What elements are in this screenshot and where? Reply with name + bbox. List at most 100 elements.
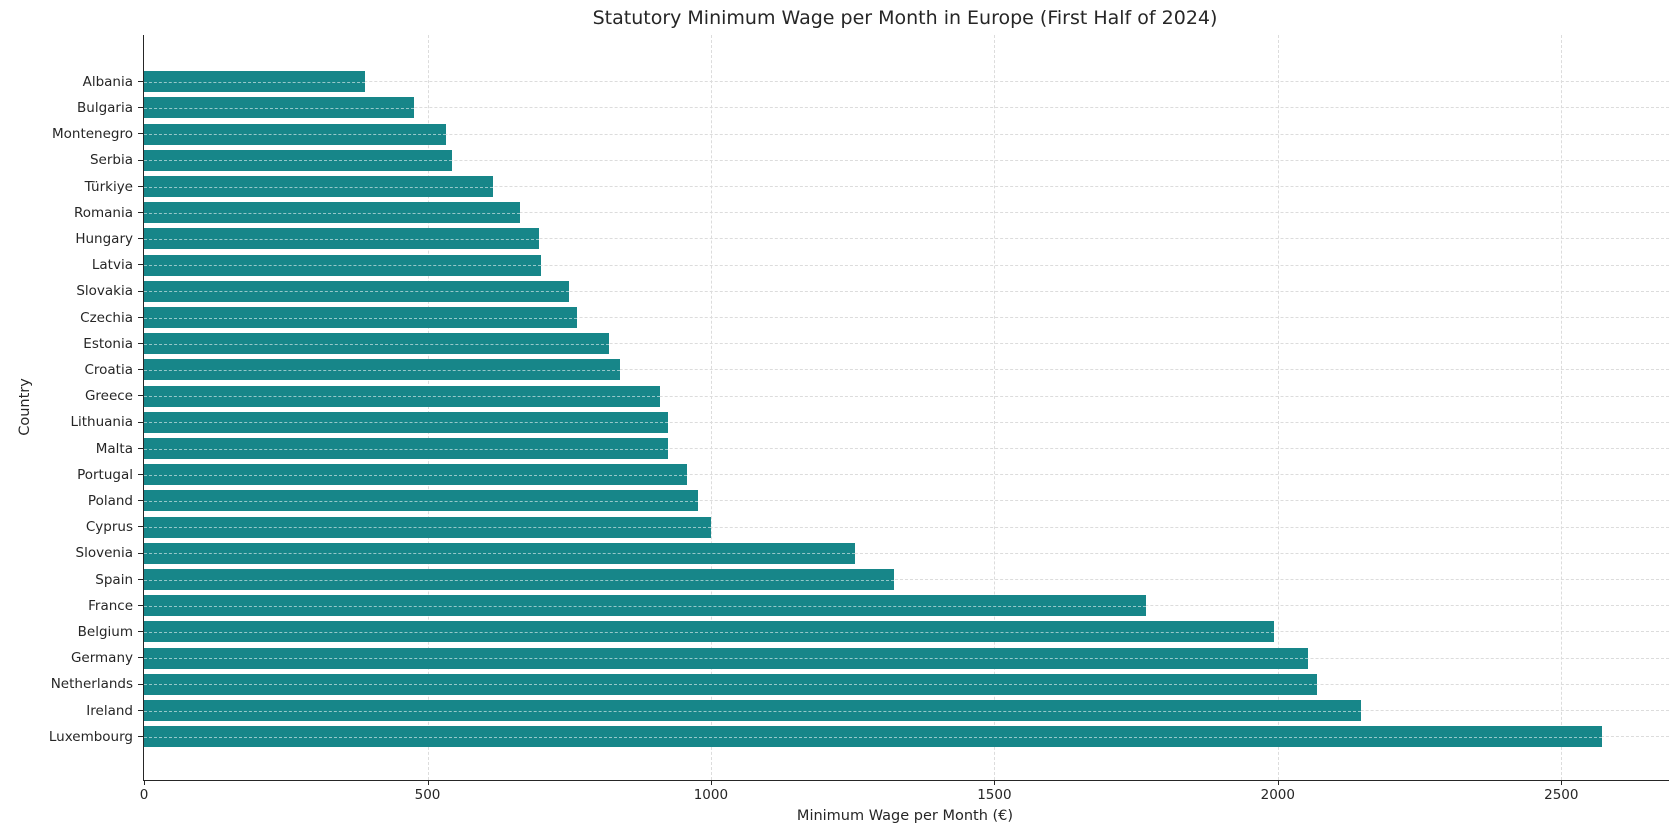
y-tick-mark [138,447,144,449]
horizontal-gridline [144,552,1669,554]
horizontal-gridline [144,186,1669,187]
plot-area: 0 500 1000 1500 2000 2500 [138,35,1669,803]
y-tick-mark [138,631,144,633]
horizontal-gridline [144,264,1669,266]
y-tick-label: Spain [95,571,133,588]
y-tick-label: Slovenia [75,545,133,562]
horizontal-gridline [144,579,1669,580]
y-tick-label: Luxembourg [48,728,133,745]
y-tick-mark [138,133,144,135]
bar [144,700,1361,721]
y-tick-mark [138,212,144,213]
y-tick-label: Cyprus [85,519,133,536]
y-tick-label: Albania [82,73,133,90]
y-tick-mark [138,552,144,554]
y-tick-labels: Albania Bulgaria Montenegro Serbia Türkiye Ro… [0,35,133,780]
vertical-gridline [710,35,712,780]
vertical-gridline [994,35,996,780]
bar [144,202,520,224]
y-tick-mark [138,736,144,737]
x-tick-label: 0 [139,787,149,803]
bar [144,97,415,119]
y-tick-label: Romania [73,204,133,221]
y-tick-mark [138,605,144,606]
x-tick-label: 1500 [977,787,1012,803]
y-tick-mark [138,290,144,292]
bar [144,176,493,197]
bar [144,333,609,355]
x-tick-mark [144,780,145,785]
y-tick-mark [138,107,144,109]
y-tick-mark [138,474,144,475]
y-tick-mark [138,395,144,397]
horizontal-gridline [144,395,1669,397]
bar [144,71,366,93]
y-tick-mark [138,657,144,659]
x-tick-mark [710,780,712,785]
y-tick-label: Lithuania [70,414,133,431]
y-tick-label: Montenegro [51,126,133,143]
bar [144,411,668,433]
bar [144,228,540,250]
horizontal-gridline [144,421,1669,423]
bar [144,149,453,171]
bar [144,280,570,302]
horizontal-gridline [144,290,1669,292]
bar [144,569,894,590]
x-tick-label: 2000 [1260,787,1295,803]
bar [144,621,1275,643]
x-tick-mark [1561,780,1563,785]
horizontal-gridline [144,238,1669,240]
bar [144,516,711,538]
y-tick-label: Belgium [77,623,133,640]
bar [144,673,1317,695]
y-tick-label: Malta [95,440,133,457]
y-tick-mark [138,683,144,685]
y-tick-mark [138,369,144,371]
y-tick-label: Poland [87,492,133,509]
bar [144,726,1602,748]
y-tick-label: Ireland [86,702,133,719]
y-tick-mark [138,526,144,528]
horizontal-gridline [144,317,1669,318]
x-tick-mark [994,780,996,785]
bar [144,542,855,564]
x-tick-mark [427,780,429,785]
y-tick-label: Türkiye [84,178,133,195]
horizontal-gridline [144,133,1669,135]
x-tick-label: 2500 [1544,787,1579,803]
x-tick-label: 1000 [693,787,729,803]
horizontal-gridline [144,526,1669,528]
bar [144,254,541,276]
bar [144,438,669,459]
chart-title: Statutory Minimum Wage per Month in Euro… [592,7,1218,29]
y-tick-label: Croatia [84,361,133,378]
horizontal-gridline [144,343,1669,345]
y-tick-mark [138,159,144,161]
y-tick-mark [138,264,144,266]
y-tick-label: Greece [84,388,133,405]
vertical-gridline [1277,35,1279,780]
vertical-gridline [1561,35,1563,780]
y-tick-label: Serbia [89,152,133,169]
bar [144,490,699,512]
bar [144,464,687,486]
y-tick-mark [138,81,144,82]
bar [144,123,446,145]
y-tick-label: Bulgaria [77,99,133,116]
horizontal-gridline [144,500,1669,502]
y-tick-label: Czechia [80,309,133,326]
y-tick-label: Slovakia [76,283,133,300]
y-tick-mark [138,185,144,187]
horizontal-gridline [144,212,1669,214]
vertical-gridline [427,35,429,780]
y-tick-label: Portugal [77,466,133,483]
y-tick-mark [138,578,144,580]
y-tick-label: France [88,597,133,614]
x-tick-mark [1277,780,1279,785]
y-tick-mark [138,238,144,240]
y-tick-label: Latvia [91,257,133,274]
horizontal-gridline [144,448,1669,449]
y-tick-mark [138,421,144,423]
y-tick-label: Netherlands [50,676,133,693]
